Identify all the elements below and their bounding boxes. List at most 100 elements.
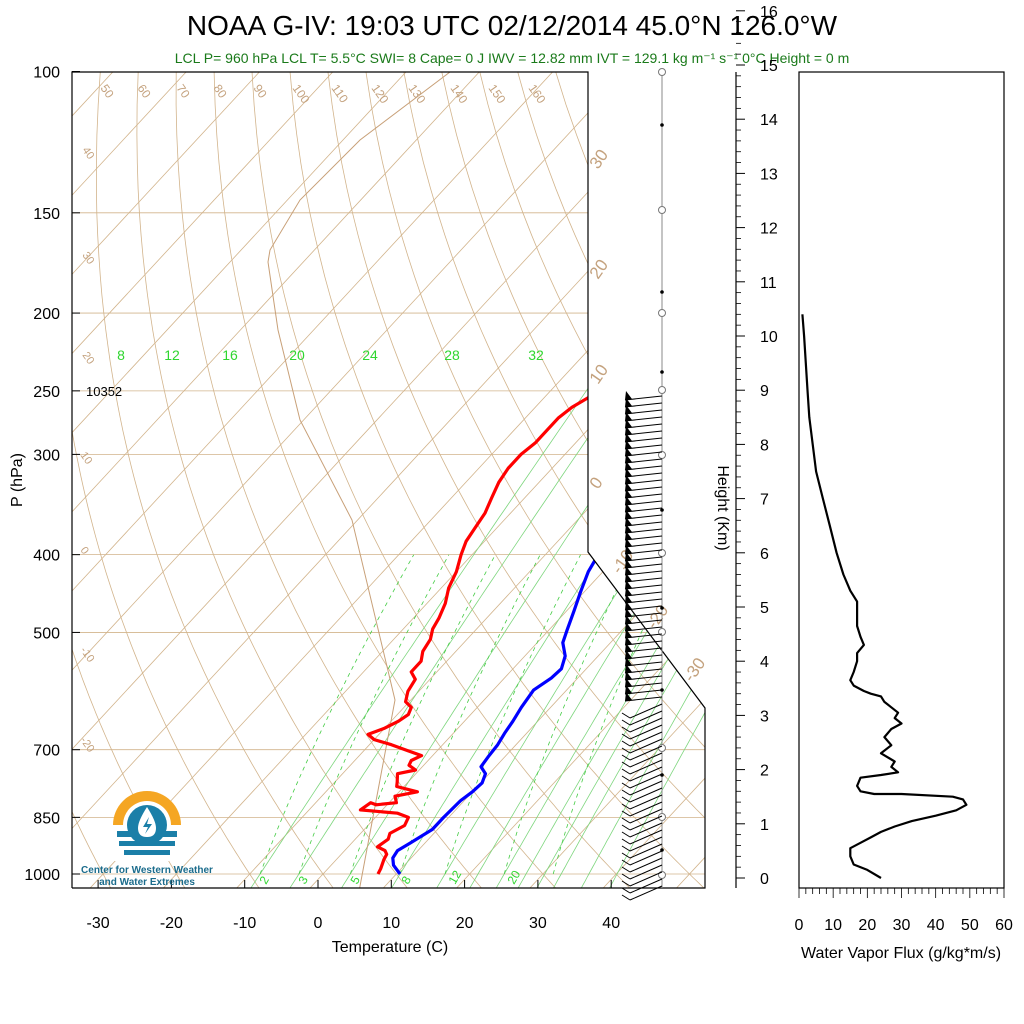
wind-barb-staff [629,815,663,831]
wind-barb-flag [625,524,632,533]
wind-calm-marker [658,451,666,459]
mixing-ratio-line [534,376,705,888]
height-tick-label: 8 [760,437,769,454]
temperature-tick-label: 0 [314,915,323,932]
wind-barb-flag [625,419,632,428]
skew-t-line-labels: 50 60 70 80 90 100 110 120 130 140 150 160403020100… [78,82,710,887]
wind-barb-flag [625,552,632,561]
mixing-ratio-label: 16 [222,347,238,363]
pressure-tick-label: 100 [33,65,60,82]
flux-plot-frame [798,71,1005,889]
height-annotation: 10352 [86,384,122,399]
wind-barb-feather [621,719,631,726]
wind-barb-staff [624,668,663,674]
wind-barb-staff [624,626,663,632]
wind-barb-staff [624,612,663,618]
wind-barb-staff [624,605,663,611]
wind-barb-flag [625,426,632,435]
wind-barb-staff [624,633,663,639]
mixing-ratio-line [339,376,674,888]
dry-adiabat-label: 120 [369,82,392,107]
wind-barb-flag [625,622,632,631]
mixing-ratio-line [389,376,705,888]
temperature-tick-label: 30 [529,915,547,932]
dry-adiabat-label: 80 [211,82,230,101]
wind-calm-marker [658,309,666,317]
dry-adiabat-line [655,72,705,888]
water-vapor-flux-line [801,314,968,879]
wind-barb-staff [629,822,663,838]
flux-tick-label: 60 [995,917,1013,934]
dashed-line-label: 12 [445,868,464,887]
dry-adiabat-line [434,72,705,888]
wind-barb-feather [621,782,631,789]
wind-barb-flag [625,594,632,603]
wind-barb-staff [629,738,663,754]
wind-barb-flag [625,636,632,645]
mixing-ratio-label: 28 [444,347,460,363]
temperature-tick-label: -30 [87,915,110,932]
isotherm-line [72,72,368,888]
wind-barb-flag [625,629,632,638]
height-tick-label: 13 [760,166,778,183]
wind-barb-feather [621,887,631,894]
wind-barb-feather [621,845,631,852]
pressure-tick-label: 700 [33,743,60,760]
moist-adiabat-label: 20 [586,256,612,282]
wind-barb-staff [624,535,663,541]
height-tick-label: 11 [760,275,777,292]
wind-barb-staff [629,752,663,768]
isotherm-line [306,72,705,888]
wind-calm-marker [658,206,666,214]
wind-barb-staff [624,654,663,660]
dry-adiabat-line [397,72,705,888]
isotherm-label: 20 [80,350,97,367]
pressure-tick-label: 850 [33,810,60,827]
wind-barb-staff [629,766,663,782]
wind-barb-staff [624,563,663,569]
wind-barb-staff [629,836,663,852]
wind-barb-staff [624,675,663,681]
pressure-tick-label: 400 [33,548,60,565]
wind-barb-staff [624,682,663,688]
wind-calm-marker [658,744,666,752]
wind-level-dot [660,370,664,374]
wind-barb-flag [625,447,632,456]
wind-barb-flag [625,587,632,596]
isotherm-line [747,35,1024,891]
wind-barb-staff [629,871,663,887]
mixing-ratio-line [551,376,705,888]
wind-barb-flag [625,405,632,414]
temperature-tick-label: -10 [233,915,256,932]
pressure-axis-title: P (hPa) [9,453,26,507]
wind-barb-staff [624,430,663,436]
wind-barb-flag [625,454,632,463]
wind-barb-staff [629,850,663,866]
wind-barb-flag [625,601,632,610]
wind-barb-flag [625,657,632,666]
skew-t-plot-frame [71,71,706,889]
wind-barb-staff [624,416,663,422]
wind-barb-staff [624,395,663,401]
isotherm-line [87,72,705,888]
dry-adiabat-line [287,72,705,888]
wind-barb-staff [624,500,663,506]
wind-level-dot [660,508,664,512]
wind-barb-feather [621,803,631,810]
wind-barb-flag [625,496,632,505]
wind-barb-feather [621,817,631,824]
wind-barb-feather [621,831,631,838]
isotherm-line [72,72,661,888]
height-axis-title: Height (Km) [714,465,731,550]
dashed-mixing-line [444,554,581,875]
pressure-tick-label: 500 [33,625,60,642]
flux-axis-title: Water Vapor Flux (g/kg*m/s) [801,945,1001,962]
temperature-axis-title: Temperature (C) [332,939,448,956]
mixing-ratio-line [607,376,705,888]
isotherm-line [72,72,588,888]
isotherm-line [673,72,705,888]
isotherm-label: 10 [78,450,95,467]
wind-barb-feather [621,754,631,761]
isotherm-line [72,72,515,888]
height-tick-label: 14 [760,112,778,129]
